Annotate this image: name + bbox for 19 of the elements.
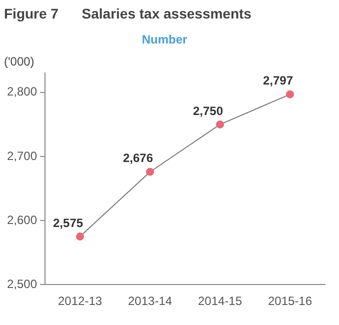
data-label: 2,575	[53, 216, 84, 230]
data-label: 2,676	[123, 151, 154, 166]
x-tick-label: 2013-14	[128, 294, 172, 308]
point	[76, 232, 84, 241]
x-tick-label: 2014-15	[198, 294, 242, 308]
y-tick-label: 2,600	[7, 212, 38, 227]
y-tick-label: 2,700	[7, 148, 38, 163]
chart-title: Figure 7 Salaries tax assessments	[4, 5, 252, 22]
y-tick-label: 2,500	[7, 276, 38, 291]
data-label: 2,797	[262, 74, 294, 88]
x-tick-label: 2012-13	[58, 294, 102, 308]
data-label: 2,750	[192, 104, 224, 118]
y-tick-label: 2,800	[7, 84, 38, 99]
point	[146, 168, 154, 176]
chart-subtitle: Number	[142, 32, 188, 46]
point	[286, 90, 294, 98]
point	[216, 120, 224, 128]
y-axis-title: ('000)	[4, 54, 34, 68]
x-tick-label: 2015-16	[268, 294, 312, 308]
